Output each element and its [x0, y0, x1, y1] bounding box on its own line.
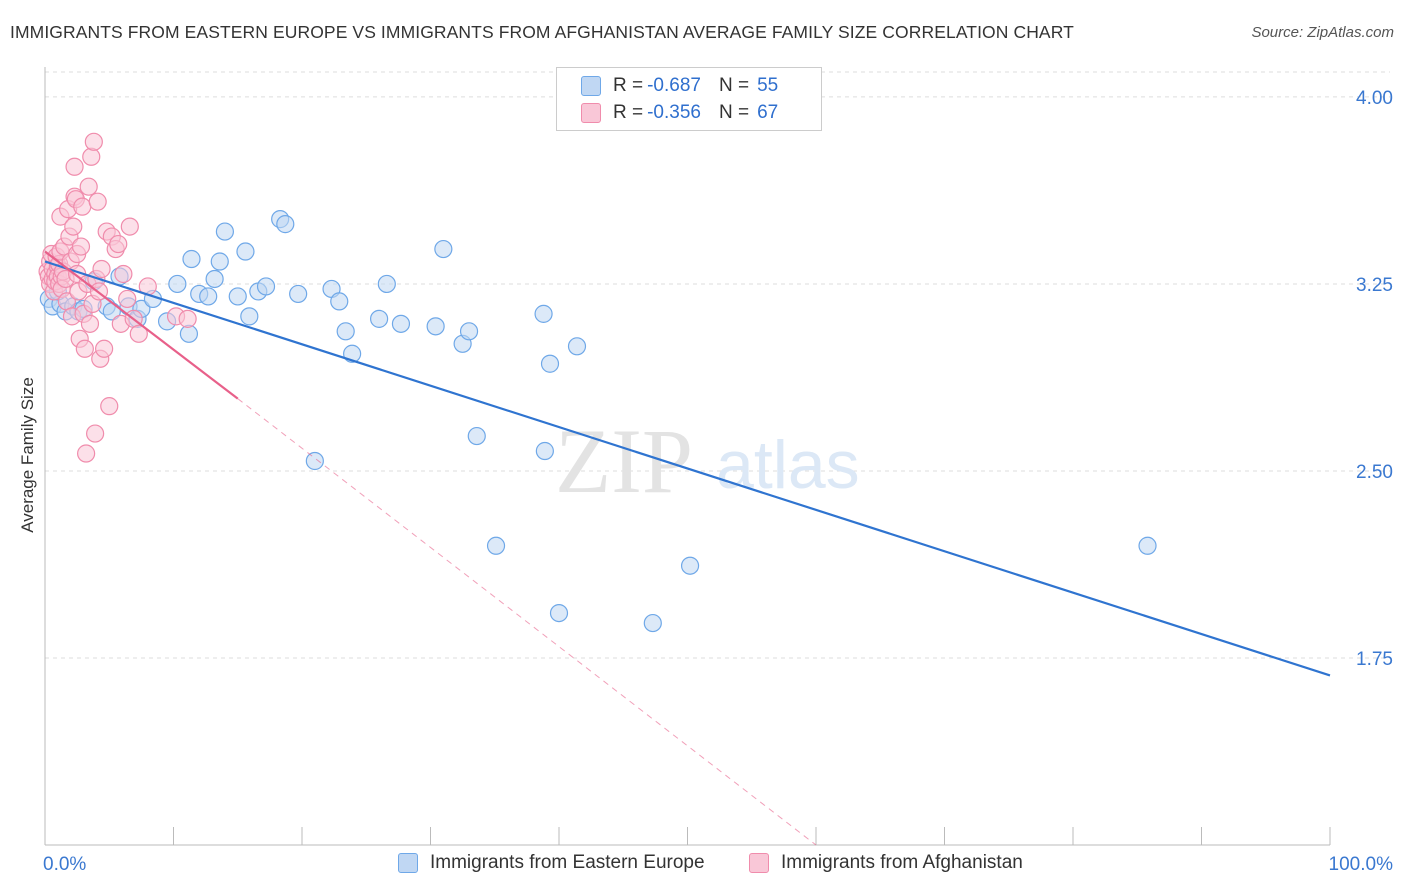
eastern-europe-point — [534, 304, 553, 323]
afghanistan-point — [178, 309, 197, 328]
afghanistan-point — [75, 339, 94, 358]
eastern-europe-point — [168, 274, 187, 294]
afghanistan-point — [95, 339, 114, 358]
eastern-europe-point — [370, 309, 389, 328]
legend-item-afghanistan[interactable]: Immigrants from Afghanistan — [749, 852, 1023, 874]
legend-n-label: N = — [718, 75, 750, 96]
eastern-europe-point — [330, 292, 349, 311]
x-tick-label-min: 0.0% — [43, 854, 86, 875]
eastern-europe-point — [240, 307, 259, 326]
trend-lines — [44, 250, 1331, 846]
legend-swatch-eastern-europe — [581, 76, 601, 96]
eastern-europe-point — [205, 269, 224, 289]
afghanistan-trend-extension — [237, 398, 817, 846]
x-tick-label-max: 100.0% — [1329, 854, 1394, 875]
legend-n-label: N = — [718, 102, 750, 123]
eastern-europe-point — [549, 603, 569, 623]
legend-r-label: R = — [613, 75, 644, 96]
eastern-europe-point — [336, 322, 355, 341]
eastern-europe-point — [567, 337, 587, 356]
legend-label-afghanistan: Immigrants from Afghanistan — [781, 852, 1023, 873]
afghanistan-point — [88, 192, 107, 211]
y-tick-label: 2.50 — [1356, 462, 1393, 483]
afghanistan-point — [65, 157, 84, 176]
legend-n-value: 55 — [757, 75, 779, 96]
watermark-atlas: atlas — [716, 427, 860, 503]
data-points — [38, 132, 1157, 633]
afghanistan-point — [109, 234, 128, 254]
afghanistan-point — [73, 197, 92, 216]
legend-item-eastern-europe[interactable]: Immigrants from Eastern Europe — [398, 852, 705, 874]
eastern-europe-point — [305, 451, 324, 471]
legend-row-eastern-europe: R = -0.687 N = 55 — [581, 73, 778, 99]
afghanistan-point — [82, 147, 101, 166]
eastern-europe-point — [643, 613, 662, 633]
eastern-europe-point — [377, 274, 396, 294]
eastern-europe-point — [236, 242, 255, 261]
y-tick-label: 1.75 — [1356, 649, 1393, 670]
eastern-europe-point — [486, 536, 506, 555]
eastern-europe-point — [434, 239, 453, 259]
eastern-europe-point — [426, 317, 445, 336]
eastern-europe-point — [210, 252, 229, 271]
afghanistan-point — [80, 314, 100, 333]
eastern-europe-point — [228, 287, 247, 306]
legend-n-value: 67 — [757, 102, 779, 123]
afghanistan-point — [92, 259, 111, 279]
legend-row-afghanistan: R = -0.356 N = 67 — [581, 100, 778, 126]
eastern-europe-point — [256, 277, 276, 296]
eastern-europe-point — [459, 322, 479, 341]
watermark-zip: ZIP — [555, 410, 693, 512]
axes — [44, 67, 1331, 846]
afghanistan-point — [114, 264, 133, 284]
eastern-europe-point — [391, 314, 411, 333]
legend-label-eastern-europe: Immigrants from Eastern Europe — [430, 852, 705, 873]
afghanistan-trend-line — [44, 250, 239, 400]
afghanistan-point — [118, 289, 137, 309]
gridlines — [45, 71, 1390, 659]
eastern-europe-point — [179, 324, 199, 343]
eastern-europe-point — [276, 215, 295, 234]
afghanistan-point — [100, 397, 119, 416]
legend-r-value: -0.356 — [647, 102, 701, 123]
afghanistan-point — [77, 444, 96, 463]
y-tick-label: 4.00 — [1356, 88, 1393, 109]
eastern-europe-point — [199, 287, 218, 306]
eastern-europe-point — [215, 222, 234, 241]
tick-labels: 4.00 3.25 2.50 1.75 0.0% 100.0% — [43, 88, 1393, 875]
afghanistan-point — [120, 217, 139, 236]
y-axis-label: Average Family Size — [18, 377, 37, 533]
chart-source: Source: ZipAtlas.com — [1251, 24, 1394, 41]
legend-r-label: R = — [613, 102, 644, 123]
afghanistan-point — [129, 324, 148, 343]
eastern-europe-trend-line — [44, 260, 1331, 677]
eastern-europe-point — [182, 249, 201, 269]
eastern-europe-point — [680, 556, 700, 575]
legend-swatch-afghanistan — [749, 853, 769, 873]
eastern-europe-point — [467, 426, 486, 446]
eastern-europe-point — [535, 441, 554, 461]
eastern-europe-point — [540, 354, 560, 373]
legend-swatch-afghanistan — [581, 103, 601, 123]
afghanistan-point — [79, 177, 98, 196]
y-tick-label: 3.25 — [1356, 275, 1393, 296]
afghanistan-point — [84, 132, 103, 151]
correlation-legend: R = -0.687 N = 55 R = -0.356 N = 67 — [556, 67, 822, 131]
afghanistan-point — [86, 424, 105, 443]
chart-title: IMMIGRANTS FROM EASTERN EUROPE VS IMMIGR… — [10, 22, 1074, 42]
afghanistan-point — [64, 217, 83, 236]
legend-swatch-eastern-europe — [398, 853, 418, 873]
eastern-europe-point — [1138, 536, 1157, 555]
watermark: ZIP atlas — [555, 410, 860, 512]
eastern-europe-point — [289, 284, 308, 304]
legend-r-value: -0.687 — [647, 75, 701, 96]
series-legend: Immigrants from Eastern Europe Immigrant… — [0, 852, 1406, 878]
afghanistan-point — [71, 237, 91, 256]
